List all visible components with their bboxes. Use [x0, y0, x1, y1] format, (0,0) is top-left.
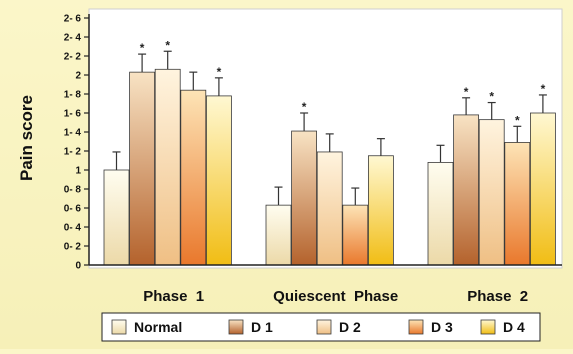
- legend-label: D 2: [339, 319, 361, 335]
- bar-d2-group-2: [316, 151, 343, 266]
- legend-swatch-d4: [480, 319, 496, 335]
- y-tick-label: 2- 2: [64, 52, 82, 63]
- y-tick-label: 2: [75, 71, 81, 82]
- bar-normal-group-1: [103, 169, 130, 266]
- bar-d3-group-1: [180, 89, 207, 266]
- y-tick-label: 0- 8: [64, 185, 82, 196]
- bar-normal-group-3: [427, 161, 454, 266]
- y-tick-label: 0- 6: [64, 204, 82, 215]
- legend-label: D 1: [251, 319, 273, 335]
- significance-star: *: [140, 41, 145, 55]
- significance-star: *: [165, 38, 170, 52]
- significance-star: *: [217, 65, 222, 79]
- y-tick-label: 1- 4: [64, 128, 82, 139]
- legend-label: D 3: [431, 319, 453, 335]
- category-label: Quiescent Phase: [273, 288, 398, 305]
- legend-swatch-d3: [408, 319, 424, 335]
- significance-star: *: [515, 113, 520, 127]
- y-tick-label: 0: [75, 261, 81, 272]
- y-tick-label: 1- 8: [64, 90, 82, 101]
- significance-star: *: [302, 100, 307, 114]
- y-axis-label: Pain score: [17, 95, 36, 181]
- bar-d1-group-1: [129, 71, 156, 266]
- legend-label: D 4: [503, 319, 525, 335]
- y-tick-label: 2- 4: [64, 33, 82, 44]
- legend-swatch-d2: [316, 319, 332, 335]
- significance-star: *: [464, 85, 469, 99]
- bar-d2-group-1: [154, 68, 181, 266]
- bar-d4-group-1: [205, 95, 232, 266]
- bar-d1-group-3: [453, 114, 480, 266]
- bar-d4-group-3: [530, 112, 556, 266]
- legend-swatch-normal: [111, 319, 127, 335]
- bar-d3-group-3: [504, 142, 531, 266]
- y-tick-label: 2- 6: [64, 14, 82, 25]
- y-tick-label: 1- 2: [64, 147, 82, 158]
- category-label: Phase 1: [143, 288, 204, 305]
- y-tick-label: 1- 6: [64, 109, 82, 120]
- y-tick-label: 0- 4: [64, 223, 82, 234]
- category-label: Phase 2: [467, 288, 528, 305]
- bar-d4-group-2: [367, 155, 394, 266]
- legend-swatch-d1: [228, 319, 244, 335]
- bar-d3-group-2: [342, 204, 369, 266]
- bar-d2-group-3: [478, 119, 505, 266]
- y-tick-label: 1: [75, 166, 81, 177]
- y-tick-label: 0- 2: [64, 242, 82, 253]
- significance-star: *: [489, 90, 494, 104]
- legend: Normal D 1 D 2 D 3 D 4: [111, 319, 525, 335]
- bar-d1-group-2: [291, 130, 318, 266]
- significance-star: *: [541, 82, 546, 96]
- legend-label: Normal: [134, 319, 182, 335]
- bar-normal-group-2: [265, 204, 292, 266]
